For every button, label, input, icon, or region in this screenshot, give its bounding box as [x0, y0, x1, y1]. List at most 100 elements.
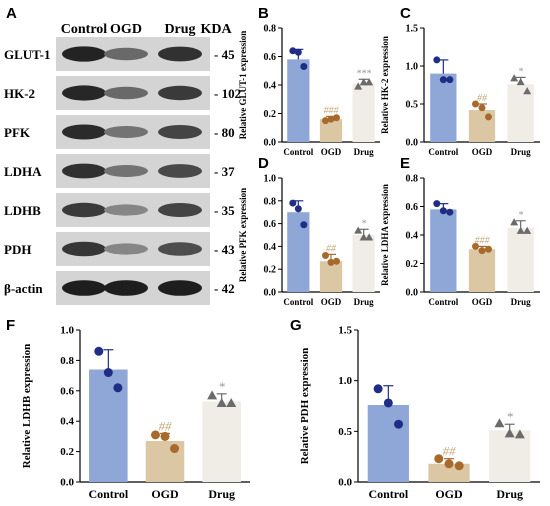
- blot-band: [158, 46, 202, 62]
- blot-protein-label: HK-2: [4, 86, 35, 101]
- blot-band: [62, 85, 106, 101]
- blot-band: [62, 46, 106, 62]
- y-tick-label: 0.8: [406, 174, 419, 185]
- significance-marker: *: [518, 210, 523, 221]
- significance-marker: *: [518, 66, 523, 77]
- bar: [430, 209, 457, 292]
- data-point: [514, 429, 525, 439]
- bar: [287, 212, 310, 292]
- y-tick-label: 0.0: [338, 477, 352, 489]
- blot-band: [104, 126, 148, 138]
- y-tick-label: 1.0: [60, 325, 74, 337]
- y-axis-title: Relative GLUT-1 expression: [238, 31, 248, 140]
- blot-band: [62, 241, 106, 257]
- data-point: [494, 418, 505, 428]
- x-tick-label: OGD: [435, 487, 463, 501]
- y-tick-label: 0.6: [264, 52, 277, 63]
- y-axis-title: Relative PDH expression: [299, 348, 311, 465]
- data-point: [365, 78, 374, 86]
- y-tick-label: 0.0: [406, 288, 419, 299]
- y-axis-title: Relative HK-2 expression: [380, 36, 390, 134]
- data-point: [322, 117, 330, 125]
- y-tick-label: 0.8: [264, 24, 277, 35]
- data-point: [294, 48, 302, 56]
- y-tick-label: 0.4: [264, 242, 277, 253]
- blot-band: [62, 163, 106, 179]
- data-point: [113, 383, 123, 393]
- x-tick-label: Control: [283, 297, 313, 307]
- y-tick-label: 0.0: [60, 477, 74, 489]
- panel-letter: E: [400, 155, 410, 172]
- significance-marker: *: [506, 409, 513, 424]
- blot-row: β-actin - 42: [4, 271, 235, 305]
- bar: [319, 261, 343, 292]
- data-point: [383, 398, 393, 408]
- panel-c-hk2-chart: C Relative HK-2 expression 0.0 0.5 1.0 1.5 Con…: [380, 5, 540, 157]
- y-tick-label: 1.5: [338, 325, 352, 337]
- y-tick-label: 1.0: [338, 375, 352, 387]
- significance-marker: ###: [475, 235, 491, 246]
- lane-label-control: Control: [61, 22, 108, 37]
- significance-marker: ##: [477, 93, 488, 104]
- data-point: [354, 226, 363, 234]
- blot-row: PDH - 43: [4, 232, 235, 266]
- data-point: [523, 226, 532, 234]
- y-tick-label: 0.2: [264, 109, 277, 120]
- data-point: [433, 200, 441, 208]
- data-point: [471, 100, 479, 108]
- x-tick-label: Control: [428, 297, 458, 307]
- panel-letter: G: [290, 317, 302, 334]
- y-tick-label: 0.2: [406, 259, 419, 270]
- blot-band: [158, 164, 202, 178]
- blot-protein-label: GLUT-1: [4, 47, 50, 62]
- data-point: [373, 384, 383, 394]
- y-tick-label: 0.2: [264, 265, 277, 276]
- x-tick-label: Control: [88, 487, 128, 501]
- data-point: [359, 233, 368, 241]
- blot-band: [158, 203, 202, 217]
- panel-d-pfk-chart: D Relative PFK expression 0.0 0.2 0.4 0.6 0.8 1…: [238, 155, 380, 307]
- y-tick-label: 0.8: [264, 196, 277, 207]
- panel-letter: F: [6, 317, 15, 334]
- bar: [507, 227, 534, 292]
- data-point: [485, 245, 493, 253]
- data-point: [322, 252, 330, 260]
- panel-letter: D: [258, 155, 269, 172]
- data-point: [289, 47, 297, 55]
- significance-marker: ##: [159, 418, 173, 433]
- data-point: [516, 226, 525, 234]
- data-point: [327, 115, 335, 123]
- blot-band: [62, 202, 106, 218]
- kda-header: KDA: [200, 22, 232, 37]
- data-point: [150, 430, 160, 440]
- data-point: [504, 428, 515, 438]
- x-tick-label: Drug: [496, 487, 523, 501]
- x-tick-label: Drug: [354, 147, 374, 157]
- panel-f-ldhb-chart: F Relative LDHB expression 0.0 0.2 0.4 0.6 0.8…: [6, 317, 250, 501]
- data-point: [485, 113, 493, 121]
- y-tick-label: 1.0: [264, 174, 277, 185]
- panel-letter: B: [258, 5, 269, 22]
- x-tick-label: OGD: [321, 147, 342, 157]
- data-point: [433, 56, 441, 64]
- x-tick-label: Control: [428, 147, 458, 157]
- panel-letter-a: A: [6, 5, 17, 22]
- data-point: [446, 76, 454, 84]
- y-tick-label: 1.0: [406, 62, 419, 73]
- data-point: [359, 78, 368, 86]
- x-tick-label: Control: [368, 487, 408, 501]
- panel-e-ldha-chart: E Relative LDHA expression 0.0 0.2 0.4 0.6 0.8…: [380, 155, 540, 307]
- data-point: [289, 199, 297, 207]
- y-tick-label: 0.4: [264, 81, 277, 92]
- blot-band: [158, 85, 202, 101]
- data-point: [332, 257, 340, 265]
- blot-band: [158, 125, 202, 139]
- data-point: [207, 390, 218, 400]
- panel-g-pdh-chart: G Relative PDH expression 0.0 0.5 1.0 1.5 Cont…: [290, 317, 540, 501]
- data-point: [94, 346, 104, 356]
- blot-band: [104, 204, 148, 216]
- panel-letter: C: [400, 5, 411, 22]
- x-tick-label: Control: [283, 147, 313, 157]
- kda-value: - 35: [214, 203, 235, 218]
- kda-value: - 102: [214, 86, 241, 101]
